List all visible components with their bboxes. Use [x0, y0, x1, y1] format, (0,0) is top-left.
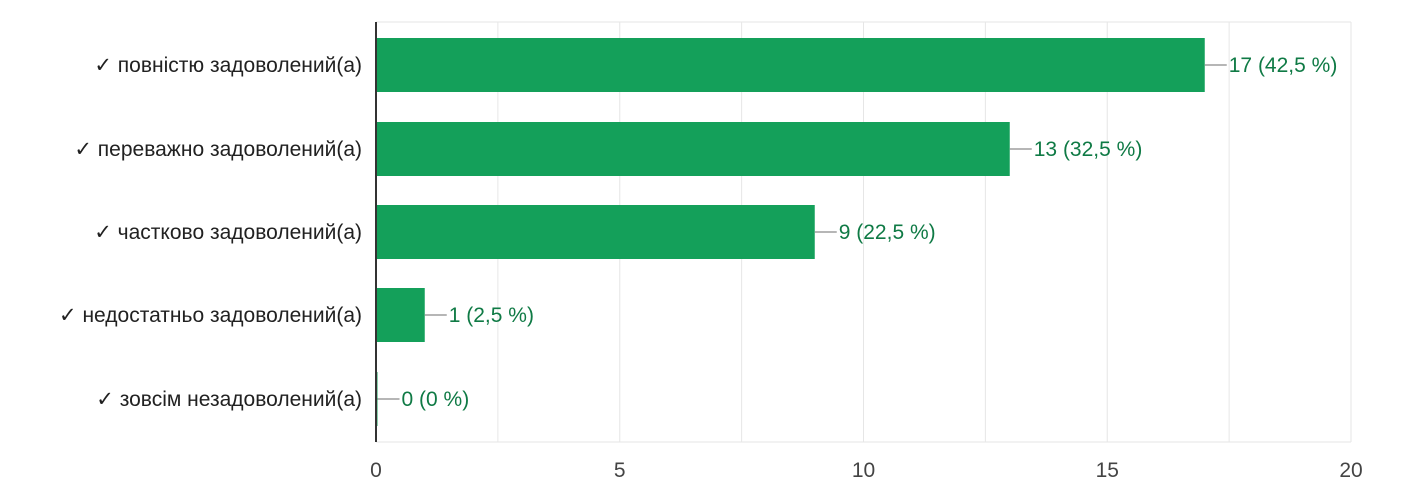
x-tick-label: 20	[1339, 459, 1362, 482]
category-label: ✓ зовсім незадоволений(а)	[96, 388, 362, 411]
category-label: ✓ частково задоволений(а)	[94, 221, 362, 244]
bar	[376, 122, 1010, 176]
data-label: 9 (22,5 %)	[839, 221, 936, 244]
data-label: 0 (0 %)	[402, 388, 470, 411]
x-tick-label: 15	[1096, 459, 1119, 482]
x-tick-label: 0	[370, 459, 382, 482]
x-tick-label: 5	[614, 459, 626, 482]
bars	[376, 38, 1205, 426]
data-label: 1 (2,5 %)	[449, 304, 534, 327]
data-label: 17 (42,5 %)	[1229, 54, 1338, 77]
bar	[376, 205, 815, 259]
bar	[376, 38, 1205, 92]
labels: 0 5 10 15 20 ✓ повністю задоволений(а) 17 (42,…	[59, 54, 1363, 482]
bar	[376, 288, 425, 342]
category-label: ✓ недостатньо задоволений(а)	[59, 304, 362, 327]
category-label: ✓ повністю задоволений(а)	[94, 54, 362, 77]
x-tick-label: 10	[852, 459, 875, 482]
category-label: ✓ переважно задоволений(а)	[74, 138, 362, 161]
data-label: 13 (32,5 %)	[1034, 138, 1143, 161]
